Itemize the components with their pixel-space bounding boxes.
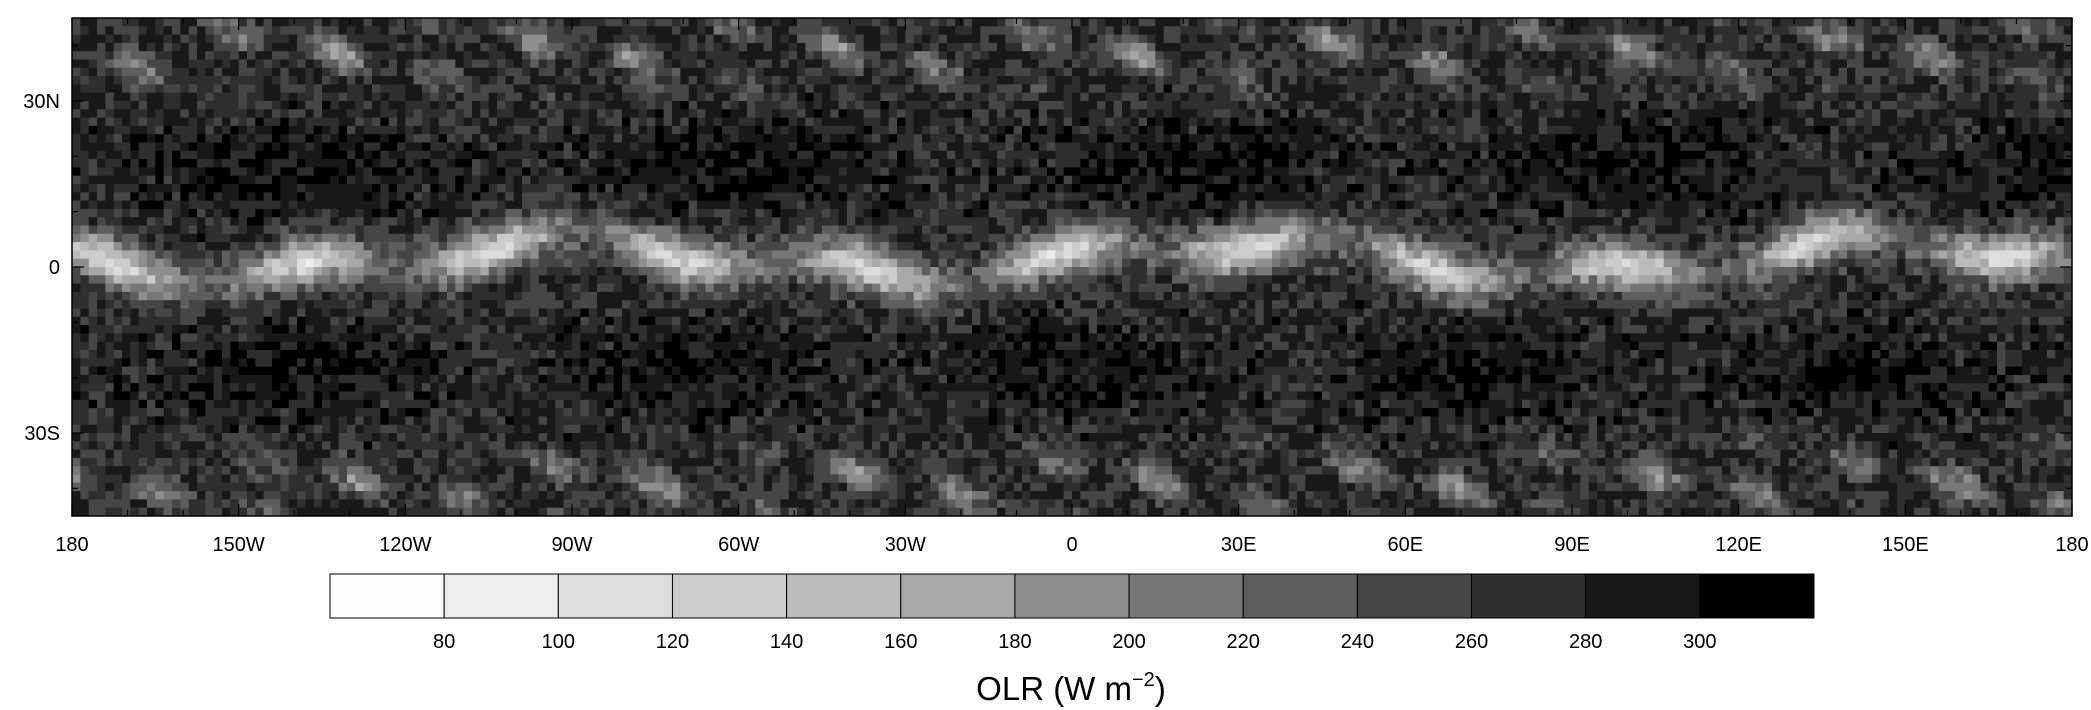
colorbar-box xyxy=(329,573,445,619)
y-tick-label: 30N xyxy=(23,91,60,113)
colorbar-box xyxy=(786,573,902,619)
colorbar: 80 100 120 140 160 180 200 220 240 260 280 300 xyxy=(329,573,1815,653)
colorbar-label: 80 xyxy=(433,631,455,653)
colorbar-title-superscript: −2 xyxy=(1132,669,1155,691)
colorbar-label: 160 xyxy=(884,631,917,653)
colorbar-box xyxy=(1471,573,1587,619)
colorbar-box xyxy=(1699,573,1815,619)
colorbar-box xyxy=(1585,573,1701,619)
colorbar-title: OLR (W m−2) xyxy=(976,669,1166,707)
colorbar-label: 280 xyxy=(1569,631,1602,653)
x-tick-label: 150E xyxy=(1882,534,1929,556)
map-panel: 180 150W 120W 90W 60W 30W 0 30E 60E 90E 120E 150E 18… xyxy=(23,17,2089,556)
x-tick-label: 180 xyxy=(55,534,88,556)
y-tick-label: 0 xyxy=(49,257,60,279)
x-tick-label: 30W xyxy=(885,534,926,556)
colorbar-box xyxy=(1128,573,1244,619)
colorbar-box xyxy=(443,573,559,619)
colorbar-label: 120 xyxy=(656,631,689,653)
colorbar-label: 220 xyxy=(1227,631,1260,653)
x-tick-label: 120W xyxy=(379,534,431,556)
x-tick-label: 60W xyxy=(718,534,759,556)
x-tick-label: 90E xyxy=(1554,534,1590,556)
colorbar-label: 100 xyxy=(542,631,575,653)
x-tick-label: 180 xyxy=(2055,534,2088,556)
colorbar-box xyxy=(1242,573,1358,619)
x-tick-label: 0 xyxy=(1066,534,1077,556)
colorbar-box xyxy=(671,573,788,619)
x-tick-label: 150W xyxy=(213,534,265,556)
colorbar-box xyxy=(557,573,673,619)
colorbar-label: 140 xyxy=(770,631,803,653)
colorbar-box xyxy=(900,573,1016,619)
colorbar-label: 300 xyxy=(1683,631,1716,653)
colorbar-label: 260 xyxy=(1455,631,1488,653)
x-tick-label: 120E xyxy=(1715,534,1762,556)
colorbar-box xyxy=(1356,573,1473,619)
colorbar-label: 240 xyxy=(1341,631,1374,653)
x-tick-label: 60E xyxy=(1388,534,1424,556)
x-tick-label: 90W xyxy=(551,534,592,556)
colorbar-box xyxy=(1014,573,1130,619)
colorbar-label: 200 xyxy=(1112,631,1145,653)
map-axes: 180 150W 120W 90W 60W 30W 0 30E 60E 90E 120E 150E 18… xyxy=(23,18,2089,556)
x-tick-label: 30E xyxy=(1221,534,1257,556)
y-tick-label: 30S xyxy=(24,423,60,445)
colorbar-label: 180 xyxy=(998,631,1031,653)
olr-field xyxy=(72,18,2072,516)
